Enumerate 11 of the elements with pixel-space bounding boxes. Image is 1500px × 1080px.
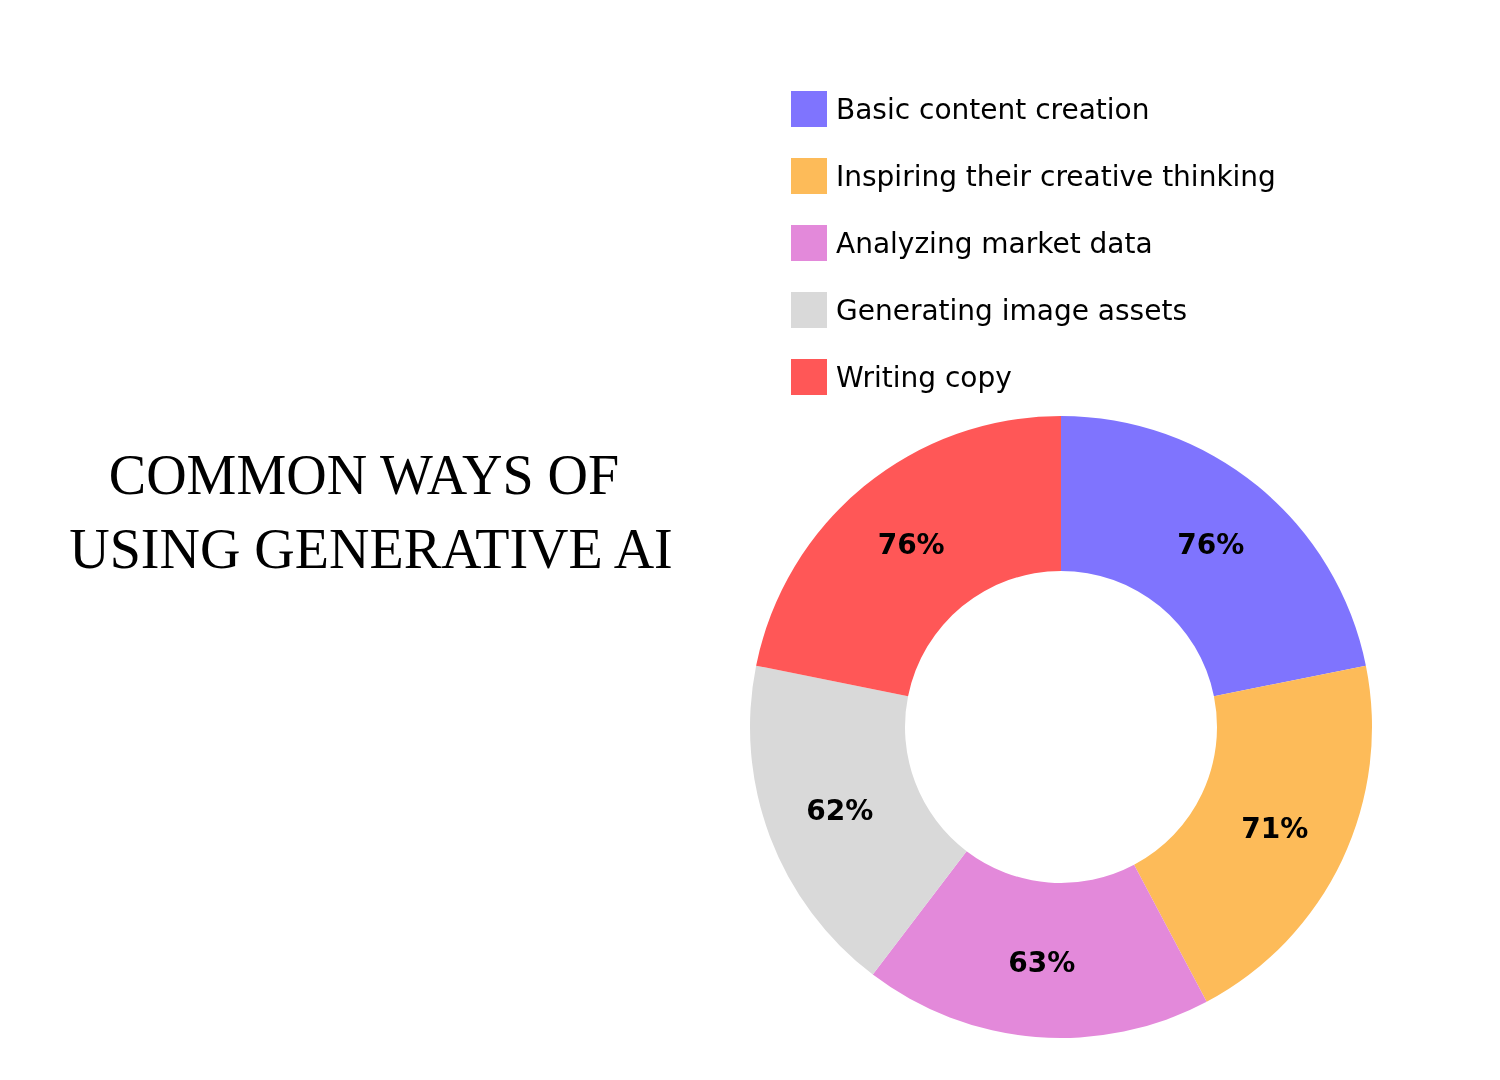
legend-label: Inspiring their creative thinking — [836, 159, 1276, 193]
legend-label: Analyzing market data — [836, 226, 1153, 260]
legend-label: Basic content creation — [836, 92, 1150, 126]
text: COMMON WAYS OF USING GENERATIVE AI — [69, 444, 673, 580]
data-label: 76% — [877, 527, 945, 561]
legend-label: Writing copy — [836, 360, 1012, 394]
data-label: 63% — [1008, 946, 1076, 980]
data-label: 71% — [1241, 811, 1309, 845]
data-label: 62% — [806, 794, 874, 828]
data-label: 76% — [1177, 527, 1245, 561]
legend-label: Generating image assets — [836, 293, 1187, 327]
